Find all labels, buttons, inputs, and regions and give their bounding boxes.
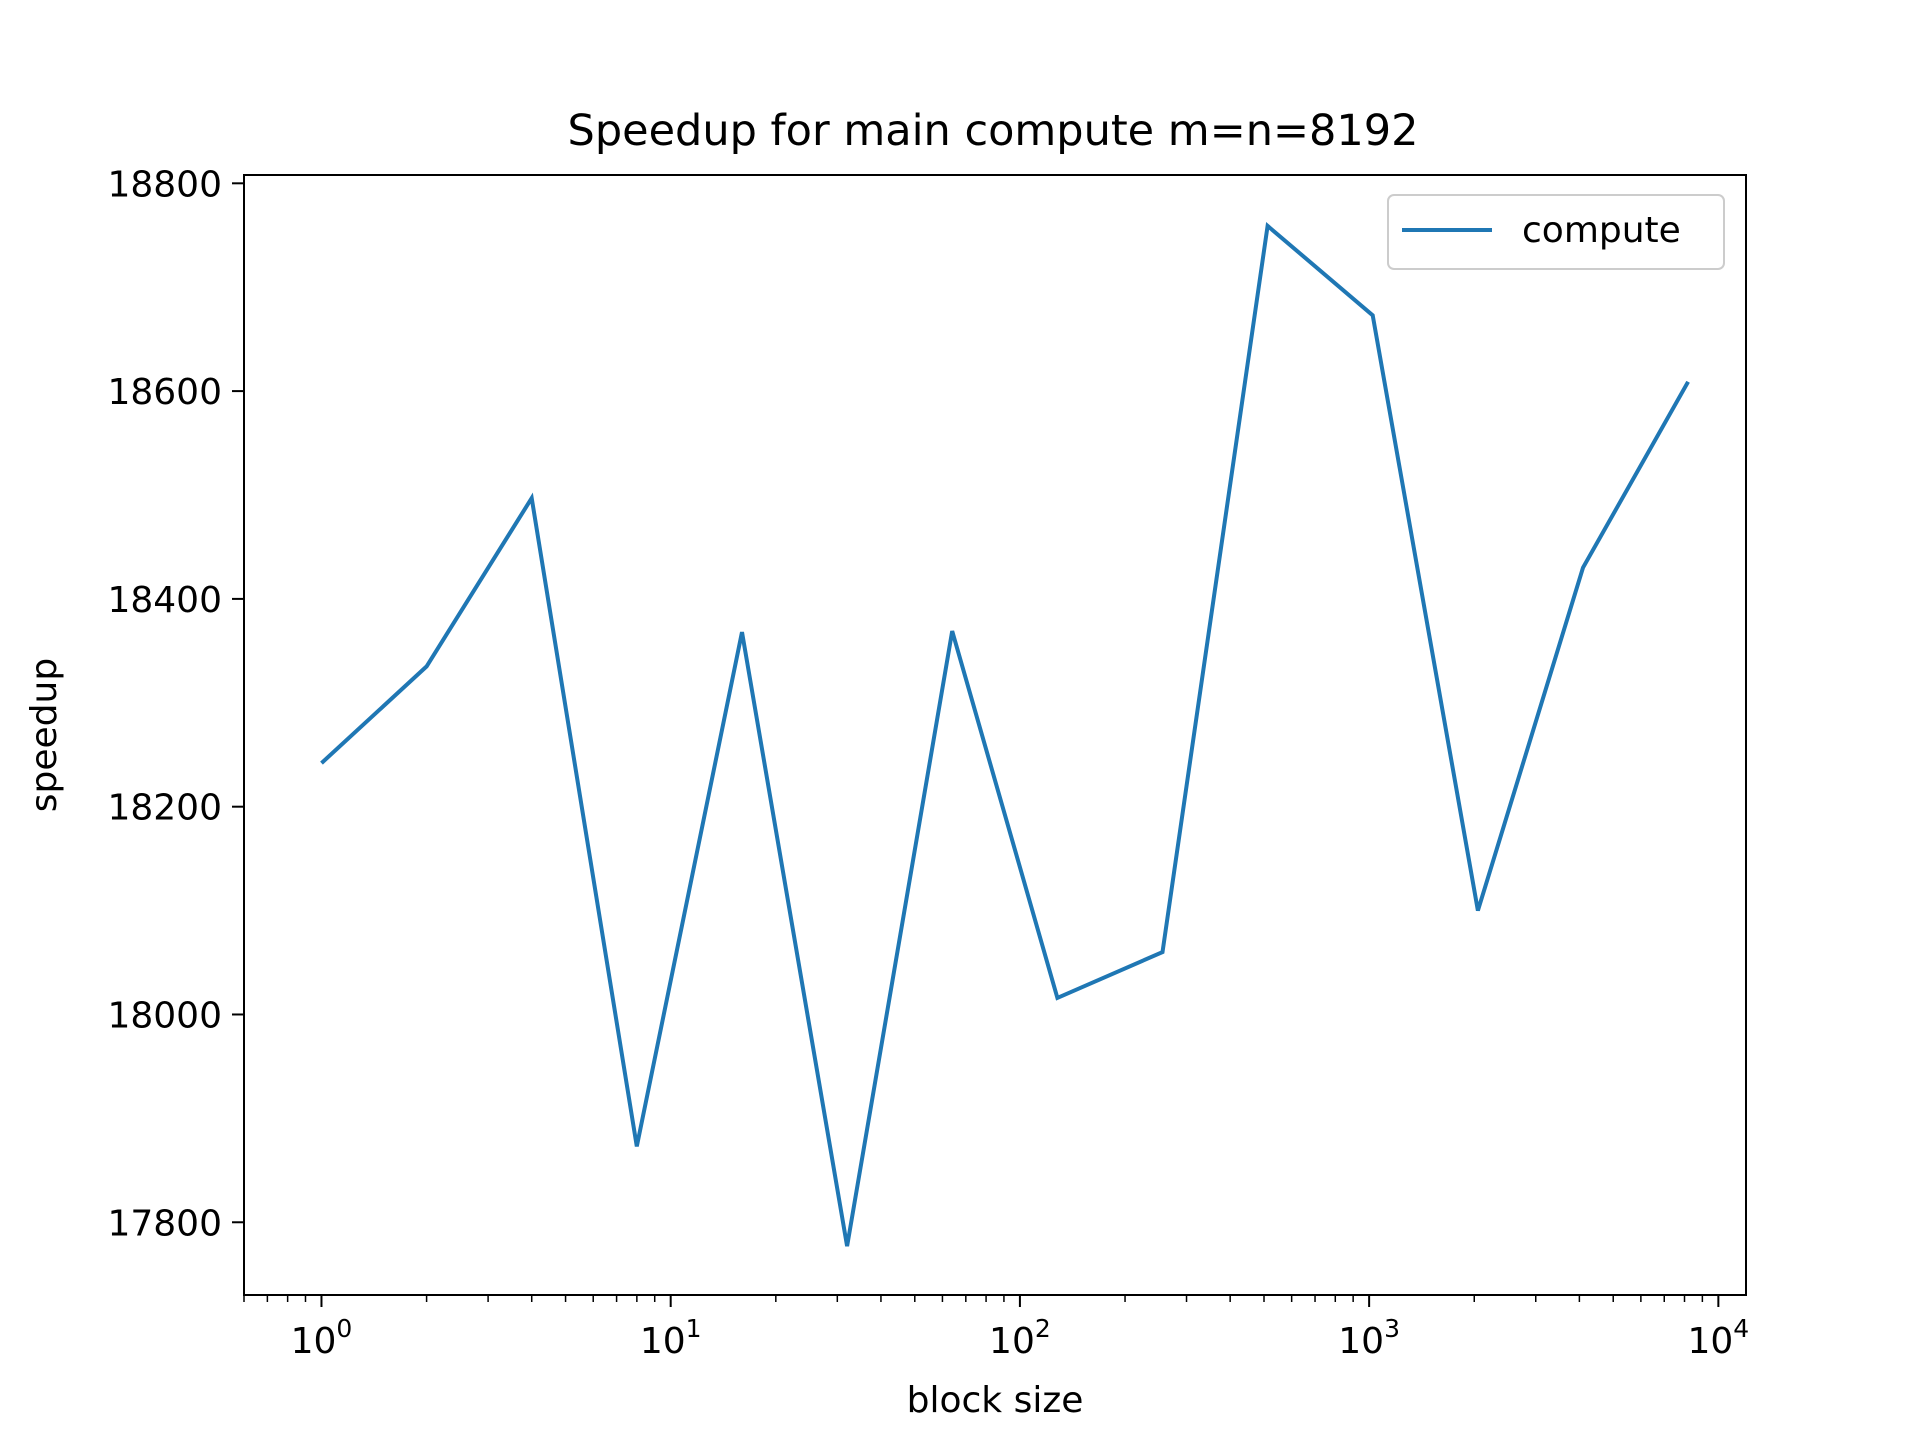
y-tick-label: 18200 xyxy=(107,788,222,829)
y-tick-label: 17800 xyxy=(107,1203,222,1244)
y-axis-label: speedup xyxy=(24,658,65,812)
x-tick-label: 100 xyxy=(291,1314,353,1362)
chart-title: Speedup for main compute m=n=8192 xyxy=(568,106,1419,156)
y-tick-label: 18400 xyxy=(107,580,222,621)
x-axis-label: block size xyxy=(907,1380,1084,1421)
legend-box xyxy=(1387,194,1725,270)
y-tick-label: 18800 xyxy=(107,164,222,205)
y-tick-label: 18600 xyxy=(107,372,222,413)
x-tick-label: 101 xyxy=(640,1314,702,1362)
legend: compute xyxy=(1387,194,1725,270)
x-tick-label: 103 xyxy=(1338,1314,1400,1362)
series-line-compute xyxy=(320,222,1690,1247)
x-axis: 100 101 102 103 104 xyxy=(243,1295,1749,1362)
y-tick-label: 18000 xyxy=(107,995,222,1036)
series-layer xyxy=(320,222,1690,1247)
y-axis: 17800 18000 18200 18400 18600 18800 xyxy=(107,164,244,1244)
plot-area xyxy=(243,174,1747,1296)
x-tick-label: 102 xyxy=(989,1314,1051,1362)
legend-label-compute: compute xyxy=(1522,210,1681,251)
axes-frame xyxy=(243,174,1747,1296)
x-tick-label: 104 xyxy=(1687,1314,1749,1362)
